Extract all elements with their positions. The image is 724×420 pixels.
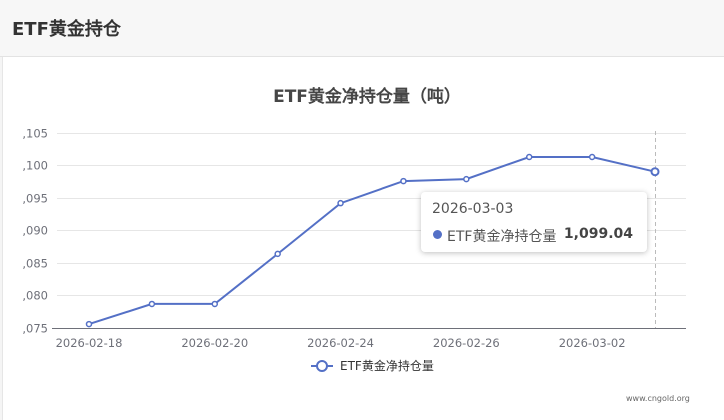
y-tick-label: ,095 bbox=[22, 192, 48, 206]
chart-title: ETF黄金净持仓量（吨） bbox=[273, 86, 461, 107]
series-line bbox=[85, 153, 660, 328]
data-point[interactable] bbox=[337, 199, 344, 207]
legend-marker bbox=[316, 360, 328, 372]
data-point[interactable] bbox=[463, 175, 470, 183]
data-point[interactable] bbox=[400, 177, 407, 185]
watermark: www.cngold.org bbox=[626, 394, 690, 403]
x-tick-label: 2026-02-18 bbox=[56, 336, 123, 350]
tooltip-series-name: ETF黄金净持仓量 bbox=[447, 229, 557, 245]
x-axis: 2026-02-18 2026-02-20 2026-02-24 2026-02-26… bbox=[56, 336, 626, 350]
tooltip-date: 2026-03-03 bbox=[432, 201, 514, 217]
series-polyline bbox=[88, 156, 656, 326]
data-point[interactable] bbox=[650, 167, 660, 177]
y-tick-label: ,085 bbox=[22, 257, 48, 271]
data-point[interactable] bbox=[525, 153, 533, 161]
legend[interactable]: ETF黄金净持仓量 bbox=[311, 358, 434, 373]
y-tick-label: ,075 bbox=[22, 322, 48, 336]
x-tick-label: 2026-02-24 bbox=[307, 336, 374, 350]
page-header: ETF黄金持仓 bbox=[0, 0, 724, 57]
y-tick-label: ,105 bbox=[22, 127, 48, 141]
x-tick-label: 2026-03-02 bbox=[559, 336, 626, 350]
x-tick-label: 2026-02-26 bbox=[433, 336, 500, 350]
data-point[interactable] bbox=[274, 250, 281, 258]
y-axis-labels: ,075 ,080 ,085 ,090 ,095 ,100 ,105 bbox=[22, 127, 48, 336]
data-point[interactable] bbox=[211, 300, 219, 308]
y-tick-label: ,090 bbox=[22, 224, 48, 238]
chart-tooltip: 2026-03-03 ETF黄金净持仓量 1,099.04 bbox=[421, 192, 647, 252]
page-title: ETF黄金持仓 bbox=[12, 19, 121, 40]
tooltip-value: 1,099.04 bbox=[563, 226, 633, 242]
x-tick-label: 2026-02-20 bbox=[181, 336, 248, 350]
y-tick-label: ,080 bbox=[22, 289, 48, 303]
data-point[interactable] bbox=[85, 320, 93, 328]
data-point[interactable] bbox=[148, 300, 156, 308]
tooltip-series-dot bbox=[433, 230, 442, 239]
y-tick-label: ,100 bbox=[22, 159, 48, 173]
legend-label: ETF黄金净持仓量 bbox=[340, 358, 434, 373]
data-point[interactable] bbox=[588, 153, 596, 161]
